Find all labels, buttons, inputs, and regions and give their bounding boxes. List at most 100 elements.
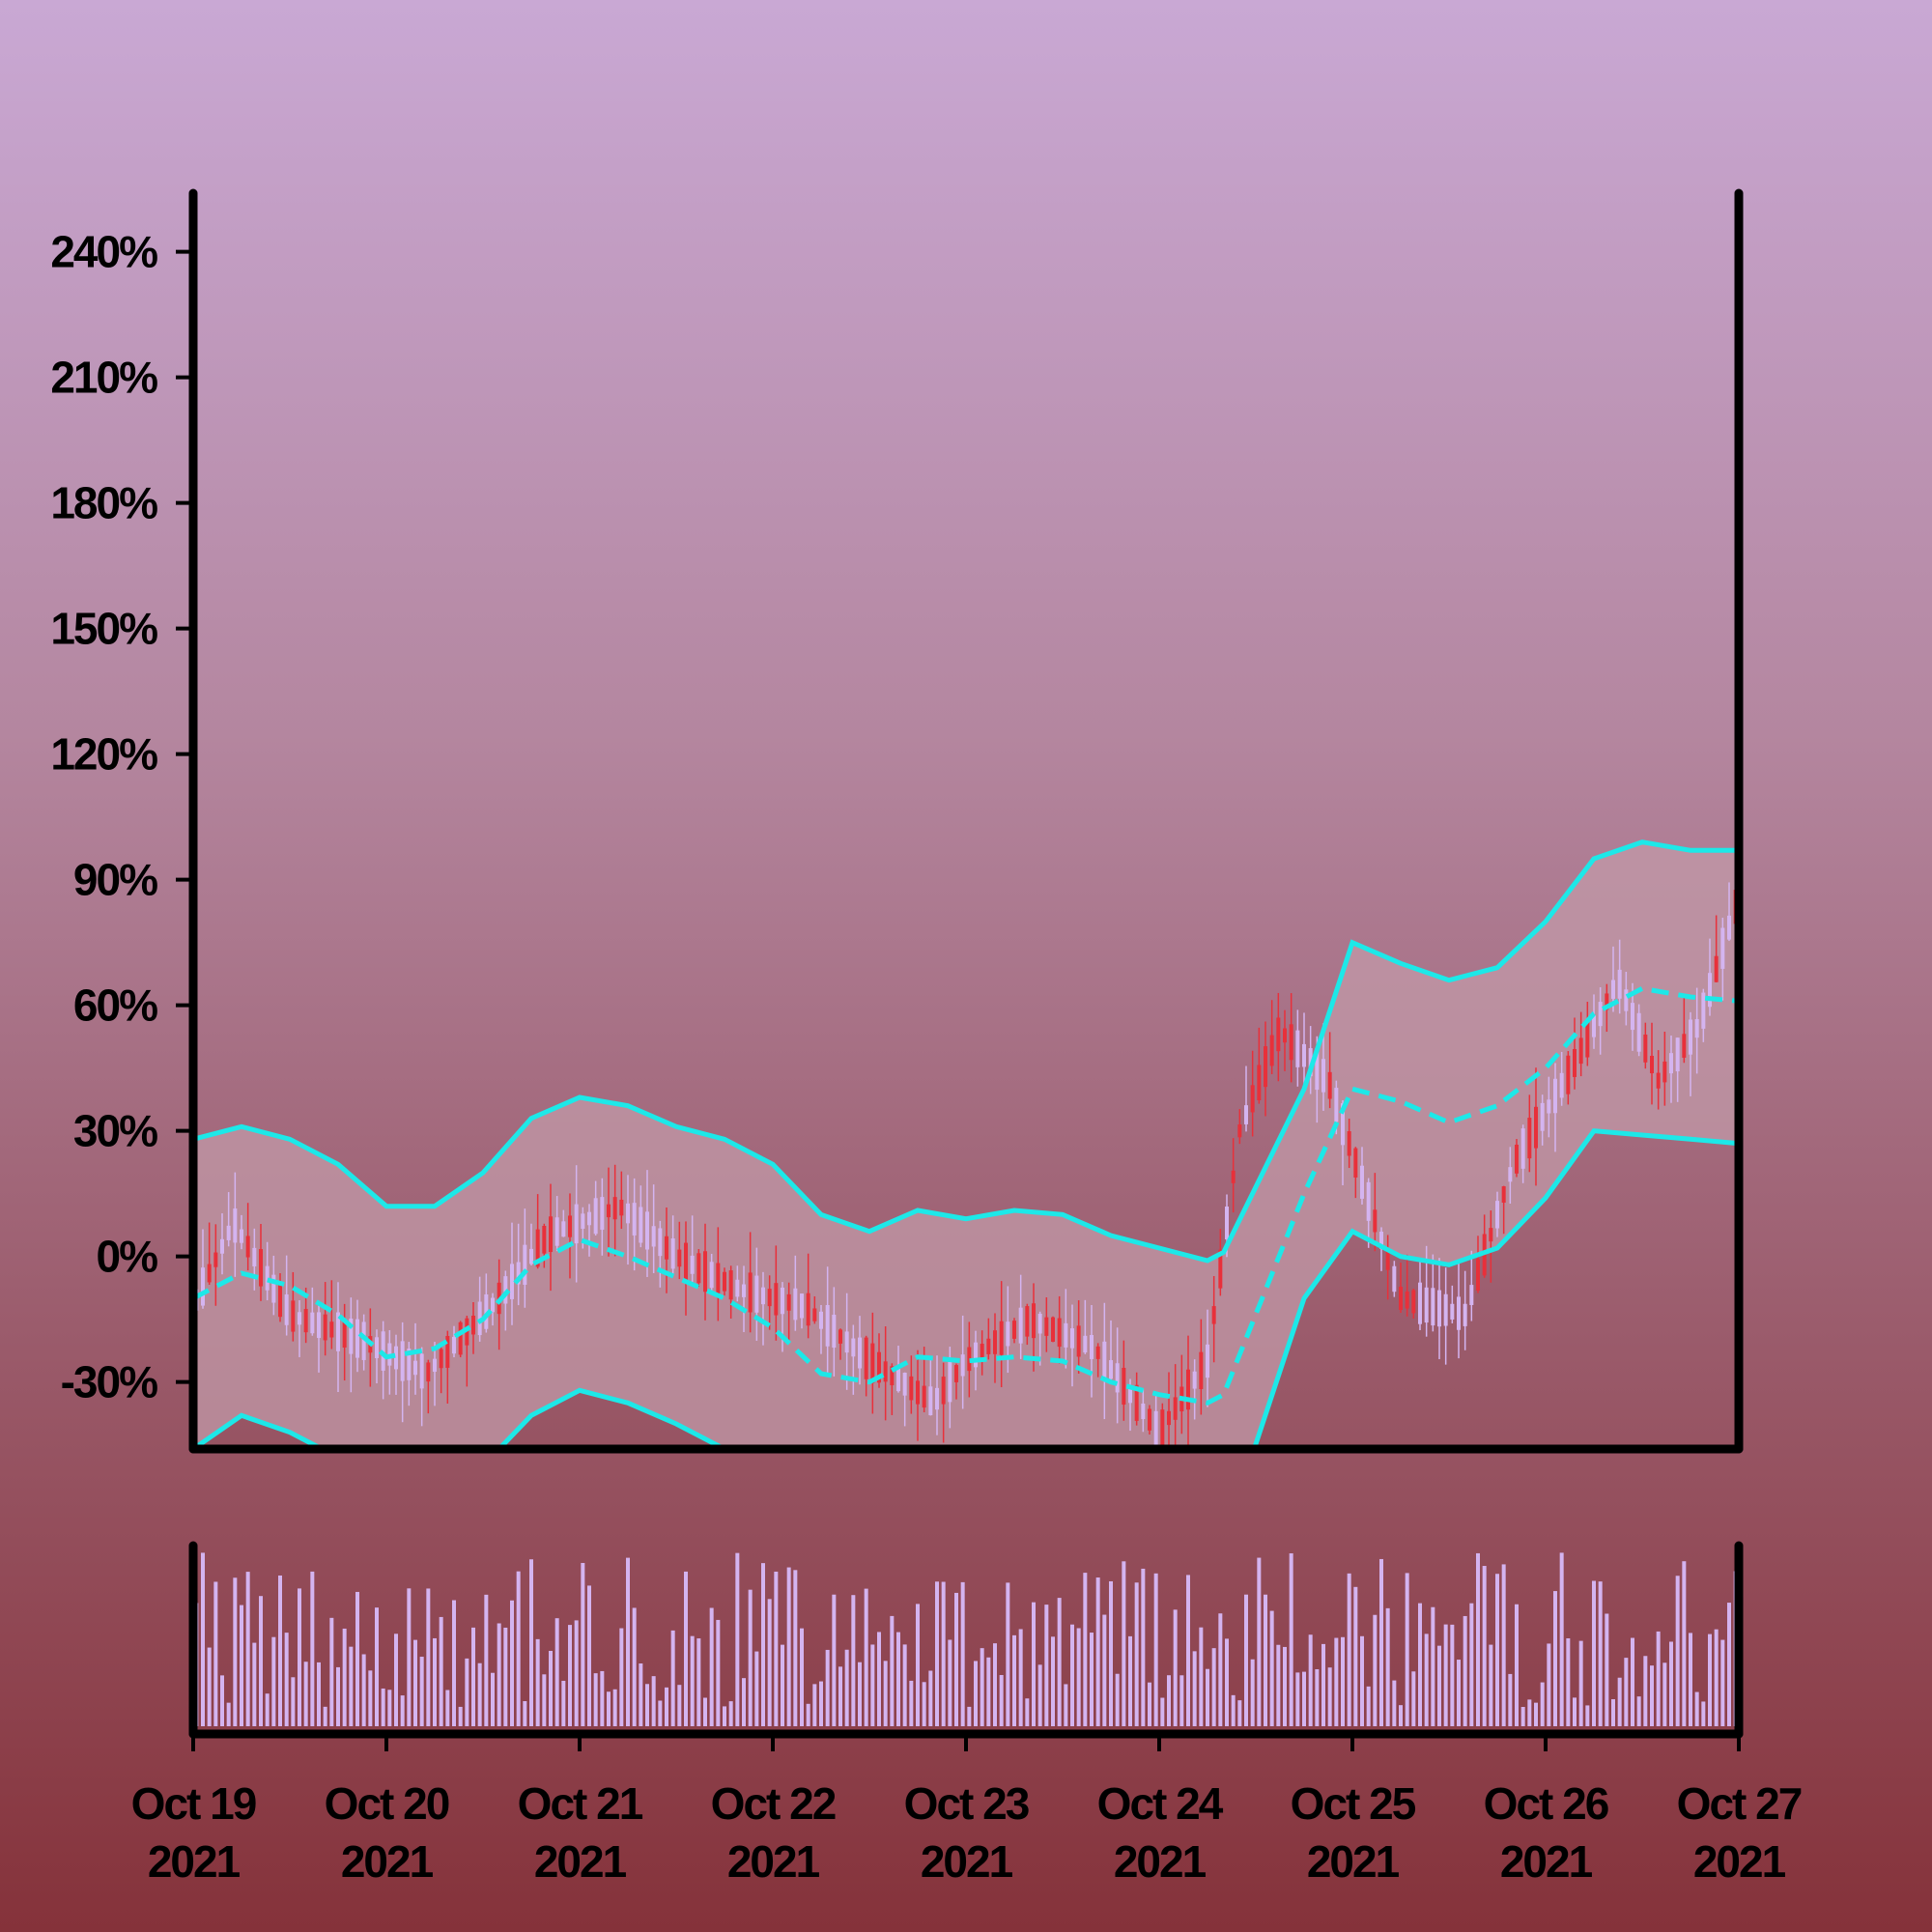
volume-bar: [632, 1607, 637, 1726]
candle-body: [1173, 1397, 1178, 1420]
volume-panel: [194, 1552, 1738, 1726]
candle-body: [349, 1318, 354, 1354]
volume-bar: [516, 1571, 521, 1726]
volume-bar: [1631, 1637, 1634, 1726]
volume-bar: [1547, 1643, 1551, 1726]
candle-body: [844, 1331, 849, 1353]
candle-body: [1399, 1287, 1403, 1311]
candle-body: [909, 1376, 914, 1401]
bollinger-upper-line: [193, 839, 1739, 1264]
volume-bar: [1244, 1594, 1248, 1726]
volume-bar: [819, 1681, 823, 1726]
candle-body: [452, 1336, 456, 1354]
candle-body: [658, 1228, 663, 1257]
candle-body: [1134, 1384, 1139, 1421]
candle-body: [1592, 1015, 1596, 1037]
volume-bar: [639, 1663, 643, 1726]
candle-body: [1385, 1249, 1390, 1270]
volume-bar: [1083, 1573, 1088, 1726]
volume-bar: [1643, 1656, 1648, 1726]
candle-body: [1540, 1102, 1545, 1131]
candle-body: [1051, 1317, 1055, 1342]
candle-body: [1520, 1128, 1525, 1169]
volume-bar: [1353, 1586, 1358, 1726]
candle-body: [1662, 1061, 1667, 1083]
candle-body: [1611, 980, 1615, 999]
candle-body: [677, 1249, 682, 1267]
candle-body: [774, 1283, 779, 1316]
volume-bar: [1199, 1627, 1204, 1726]
volume-bar: [1689, 1633, 1692, 1726]
volume-bar: [1392, 1680, 1397, 1726]
candle-body: [1257, 1065, 1262, 1101]
volume-bar: [510, 1600, 514, 1726]
candle-body: [554, 1217, 559, 1246]
candle-body: [703, 1251, 707, 1293]
candle-body: [1566, 1055, 1571, 1094]
x-tick-year-label: 2021: [1307, 1836, 1400, 1887]
candle-body: [1115, 1363, 1120, 1393]
candle-body: [1095, 1346, 1100, 1359]
volume-bar: [690, 1635, 695, 1726]
volume-bar: [1617, 1677, 1622, 1726]
candle-body: [896, 1368, 900, 1392]
candle-body: [336, 1312, 340, 1351]
volume-bar: [1218, 1613, 1223, 1726]
volume-bar: [317, 1662, 321, 1726]
volume-bar: [1250, 1659, 1255, 1726]
volume-bar: [1508, 1673, 1513, 1726]
volume-bar: [986, 1657, 991, 1726]
candle-body: [612, 1197, 617, 1220]
candle-body: [355, 1319, 359, 1358]
volume-bar: [233, 1577, 238, 1726]
candle-body: [226, 1225, 231, 1240]
candle-body: [1128, 1386, 1132, 1404]
candle-body: [1714, 955, 1719, 982]
candle-body: [240, 1229, 243, 1243]
candle-body: [670, 1238, 675, 1269]
volume-bar: [1424, 1634, 1429, 1726]
candle-body: [407, 1349, 412, 1380]
y-tick-label: 210%: [50, 353, 157, 403]
candle-body: [1269, 1035, 1274, 1066]
x-tick-year-label: 2021: [921, 1836, 1013, 1887]
candle-body: [690, 1255, 695, 1274]
volume-bar: [1360, 1635, 1364, 1726]
volume-bar: [303, 1662, 308, 1726]
volume-bar: [696, 1638, 701, 1726]
candle-body: [1218, 1249, 1223, 1289]
volume-bar: [1656, 1631, 1661, 1726]
volume-bar: [980, 1648, 984, 1726]
volume-bar: [323, 1706, 327, 1726]
x-tick-label: Oct 20: [325, 1778, 449, 1829]
candle-body: [1160, 1409, 1165, 1446]
volume-bar: [535, 1638, 540, 1726]
volume-bar: [252, 1642, 257, 1726]
volume-bar: [1527, 1699, 1532, 1726]
volume-bar: [838, 1666, 842, 1726]
volume-bar: [278, 1575, 282, 1726]
candle-body: [1006, 1321, 1010, 1347]
volume-bar: [1534, 1702, 1538, 1726]
candle-body: [1431, 1288, 1435, 1326]
volume-bar: [902, 1644, 907, 1726]
candle-body: [1585, 1019, 1590, 1058]
candle-body: [375, 1337, 379, 1358]
candle-body: [1264, 1046, 1267, 1088]
bollinger-band-fill: [193, 841, 1739, 1449]
candle-body: [723, 1271, 726, 1292]
candle-body: [974, 1342, 978, 1368]
volume-bar: [213, 1581, 218, 1726]
candle-body: [1141, 1403, 1146, 1420]
volume-bar: [812, 1684, 817, 1726]
volume-bar: [329, 1617, 334, 1726]
candle-body: [1044, 1317, 1049, 1336]
volume-bar: [1341, 1636, 1345, 1726]
volume-bar: [728, 1701, 733, 1726]
volume-bar: [1457, 1660, 1461, 1726]
volume-bar: [375, 1607, 379, 1726]
candle-body: [960, 1354, 965, 1377]
volume-bar: [1257, 1557, 1262, 1726]
volume-bar: [1585, 1705, 1590, 1726]
volume-bar: [587, 1585, 591, 1726]
